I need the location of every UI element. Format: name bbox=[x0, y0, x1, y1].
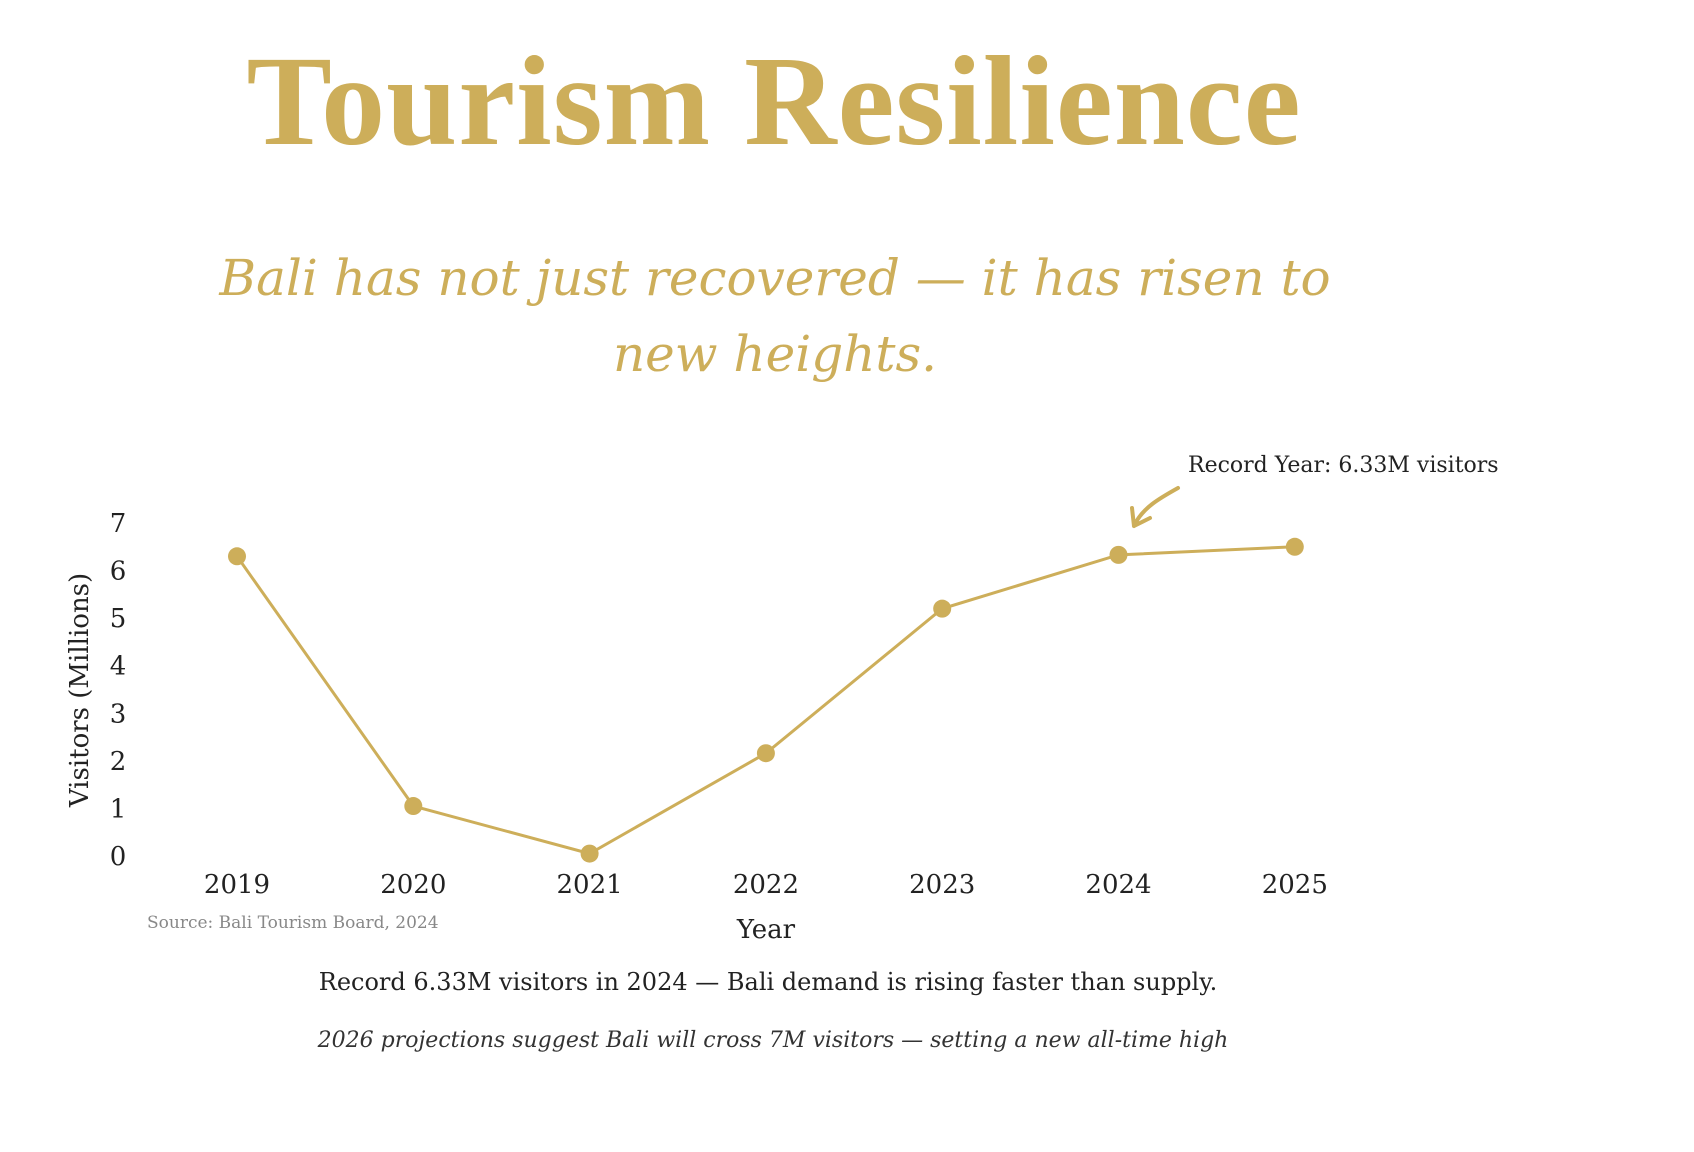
x-tick-label: 2022 bbox=[733, 870, 799, 900]
annotation-arrow bbox=[1130, 486, 1180, 528]
y-tick-label: 5 bbox=[110, 604, 127, 634]
data-point-2025 bbox=[1285, 537, 1304, 556]
data-point-2020 bbox=[404, 797, 423, 816]
y-tick-label: 2 bbox=[110, 747, 127, 777]
x-tick-label: 2019 bbox=[204, 870, 270, 900]
visitors-line-chart: 0 1 2 3 4 5 6 7 2019 2020 2021 2022 2023 2024 2025 Vi… bbox=[65, 453, 1499, 945]
data-point-2022 bbox=[756, 744, 775, 763]
y-tick-label: 3 bbox=[110, 699, 127, 729]
page-subtitle: Bali has not just recovered — it has ris… bbox=[219, 249, 1331, 383]
annotation-label: Record Year: 6.33M visitors bbox=[1188, 453, 1499, 478]
chart-caption: Record 6.33M visitors in 2024 — Bali dem… bbox=[318, 968, 1218, 996]
visitors-series-line bbox=[235, 545, 1295, 856]
data-point-2021 bbox=[580, 844, 599, 863]
projection-note: 2026 projections suggest Bali will cross… bbox=[317, 1028, 1229, 1053]
data-point-2024 bbox=[1109, 545, 1128, 564]
data-point-2023 bbox=[933, 599, 952, 618]
x-tick-label: 2024 bbox=[1085, 870, 1151, 900]
y-tick-label: 0 bbox=[110, 842, 127, 872]
x-tick-label: 2023 bbox=[909, 870, 975, 900]
source-note: Source: Bali Tourism Board, 2024 bbox=[147, 913, 439, 933]
y-tick-label: 1 bbox=[110, 794, 127, 824]
y-tick-label: 6 bbox=[110, 557, 127, 587]
y-axis-label: Visitors (Millions) bbox=[65, 573, 95, 808]
x-tick-label: 2021 bbox=[557, 870, 623, 900]
page-title: Tourism Resilience bbox=[246, 30, 1302, 172]
data-point-2019 bbox=[228, 547, 246, 566]
y-tick-label: 7 bbox=[110, 509, 127, 539]
y-tick-label: 4 bbox=[110, 652, 127, 682]
x-tick-label: 2020 bbox=[380, 870, 446, 900]
x-tick-label: 2025 bbox=[1262, 870, 1328, 900]
x-axis-label: Year bbox=[736, 915, 796, 945]
